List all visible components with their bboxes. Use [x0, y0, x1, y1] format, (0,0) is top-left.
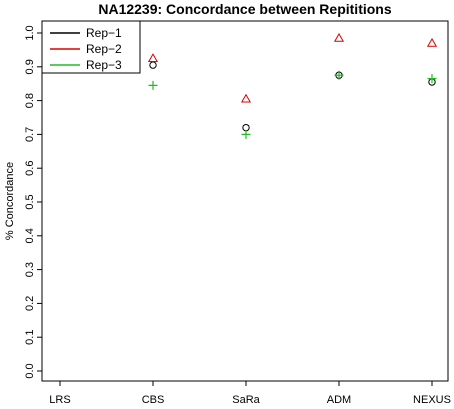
data-point: [147, 53, 159, 62]
data-point: [240, 93, 252, 103]
x-tick-label: ADM: [327, 394, 351, 406]
data-point: [334, 70, 344, 80]
x-tick-label: SaRa: [232, 394, 260, 406]
legend-label: Rep−3: [86, 58, 122, 72]
data-point: [148, 80, 158, 90]
y-tick-label: 0.6: [24, 161, 36, 176]
y-tick-label: 0.8: [24, 93, 36, 108]
data-point: [426, 37, 438, 47]
x-tick-label: LRS: [49, 394, 70, 406]
y-tick-label: 0.3: [24, 262, 36, 277]
data-point: [333, 32, 345, 42]
x-tick-label: CBS: [142, 394, 165, 406]
x-tick-label: NEXUS: [413, 394, 451, 406]
legend: Rep−1 Rep−2 Rep−3: [41, 20, 141, 74]
data-point: [427, 74, 437, 84]
x-axis: LRS CBS SaRa ADM NEXUS: [49, 381, 451, 406]
y-tick-label: 1.0: [24, 25, 36, 40]
chart-title: NA12239: Concordance between Repititions: [98, 1, 392, 17]
y-tick-label: 0.9: [24, 59, 36, 74]
plot-frame: [41, 20, 449, 382]
y-axis-label: % Concordance: [4, 162, 16, 240]
y-axis: 0.0 0.1 0.2 0.3 0.4 0.5 0.6 0.7 0.8 0.9 1.0: [24, 25, 42, 379]
y-tick-label: 0.5: [24, 194, 36, 209]
y-tick-label: 0.4: [24, 228, 36, 243]
data-point: [241, 129, 251, 139]
y-tick-label: 0.7: [24, 127, 36, 142]
legend-label: Rep−2: [86, 42, 122, 56]
data-point: [149, 61, 157, 69]
plot-border: [41, 20, 449, 382]
y-tick-label: 0.1: [24, 330, 36, 345]
data-point: [242, 123, 250, 132]
y-tick-label: 0.2: [24, 296, 36, 311]
legend-label: Rep−1: [86, 26, 122, 40]
y-tick-label: 0.0: [24, 363, 36, 378]
